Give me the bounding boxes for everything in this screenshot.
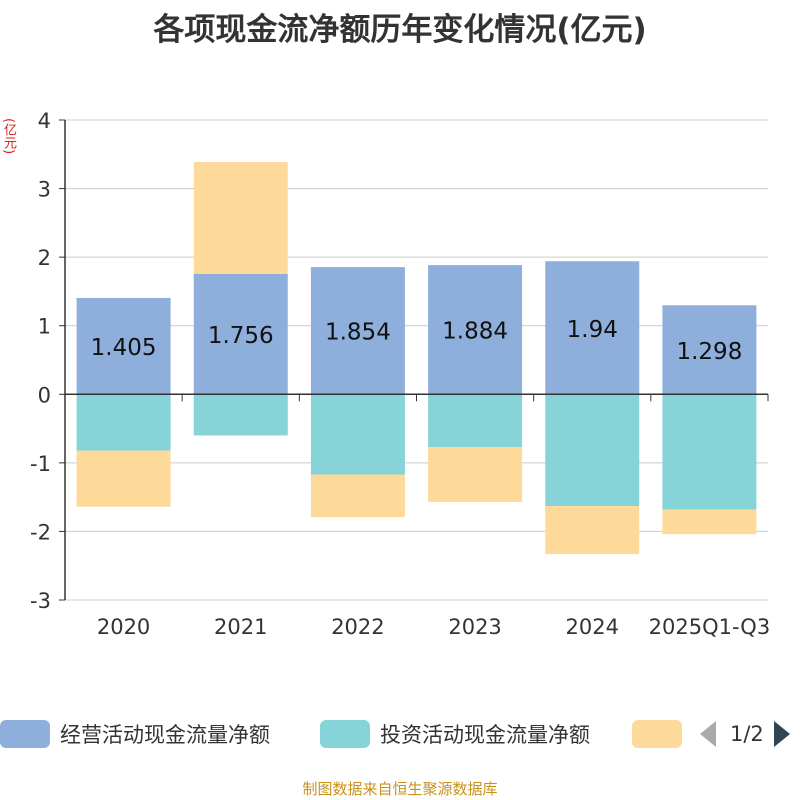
legend-label-investing: 投资活动现金流量净额 bbox=[380, 723, 590, 747]
legend-next-arrow-icon[interactable] bbox=[773, 721, 790, 747]
bar-0-2023 bbox=[428, 265, 523, 395]
y-tick-label: 1 bbox=[38, 315, 51, 339]
bar-chart: -3 -2 -1 0 1 2 3 4 2020 2021 2022 2023 2024 2025Q1-Q3… bbox=[30, 109, 770, 639]
y-tick-label: 3 bbox=[38, 178, 51, 202]
legend-swatch-financing bbox=[632, 720, 682, 748]
bars bbox=[76, 162, 757, 555]
data-label-2024: 1.94 bbox=[567, 317, 618, 343]
y-tick-label: 4 bbox=[38, 109, 51, 133]
bar-0-2020 bbox=[76, 297, 171, 395]
y-tick-label: -3 bbox=[30, 589, 51, 613]
bar-1-2022 bbox=[310, 394, 405, 475]
bar-2-2021 bbox=[193, 162, 288, 274]
data-label-2023: 1.884 bbox=[442, 319, 508, 345]
legend-prev-arrow-icon[interactable] bbox=[700, 721, 716, 747]
data-label-2021: 1.756 bbox=[208, 323, 274, 349]
bar-0-2024 bbox=[545, 261, 640, 395]
y-tick-label: -2 bbox=[30, 520, 51, 544]
data-label-2025Q1-Q3: 1.298 bbox=[676, 339, 742, 365]
chart-title: 各项现金流净额历年变化情况(亿元) bbox=[153, 12, 647, 48]
data-labels: 1.405 1.756 1.854 1.884 1.94 1.298 bbox=[91, 317, 743, 365]
data-source-note: 制图数据来自恒生聚源数据库 bbox=[302, 780, 498, 798]
x-tick-label-2024: 2024 bbox=[566, 615, 619, 639]
bar-0-2021 bbox=[193, 273, 288, 395]
x-tick-label-2022: 2022 bbox=[331, 615, 384, 639]
bar-2-2023 bbox=[428, 447, 523, 502]
bar-2-2022 bbox=[310, 474, 405, 518]
legend-swatch-investing bbox=[320, 720, 370, 748]
data-label-2022: 1.854 bbox=[325, 320, 391, 346]
legend-label-operating: 经营活动现金流量净额 bbox=[60, 723, 270, 747]
bar-0-2025Q1-Q3 bbox=[662, 305, 757, 395]
grid-lines bbox=[65, 119, 768, 601]
axes: -3 -2 -1 0 1 2 3 4 2020 2021 2022 2023 2024 2025Q1-Q3 bbox=[30, 109, 770, 639]
bar-1-2024 bbox=[545, 394, 640, 507]
legend-item-investing[interactable]: 投资活动现金流量净额 bbox=[320, 716, 590, 752]
legend-item-financing[interactable] bbox=[632, 716, 692, 752]
legend-page-indicator: 1/2 bbox=[730, 722, 764, 746]
legend: 经营活动现金流量净额 投资活动现金流量净额 1/2 bbox=[0, 716, 800, 756]
bar-1-2023 bbox=[428, 394, 523, 448]
legend-pager: 1/2 bbox=[700, 716, 790, 752]
bar-1-2025Q1-Q3 bbox=[662, 394, 757, 510]
bar-1-2020 bbox=[76, 394, 171, 451]
x-tick-label-2023: 2023 bbox=[448, 615, 501, 639]
bar-2-2020 bbox=[76, 450, 171, 507]
data-label-2020: 1.405 bbox=[91, 335, 157, 361]
x-tick-label-2021: 2021 bbox=[214, 615, 267, 639]
y-tick-label: -1 bbox=[30, 452, 51, 476]
legend-swatch-operating bbox=[0, 720, 50, 748]
x-tick-label-2025Q1-Q3: 2025Q1-Q3 bbox=[649, 615, 771, 639]
y-axis-unit-label: (亿元) bbox=[1, 118, 16, 155]
x-tick-label-2020: 2020 bbox=[97, 615, 150, 639]
legend-item-operating[interactable]: 经营活动现金流量净额 bbox=[0, 716, 270, 752]
y-tick-label: 2 bbox=[38, 246, 51, 270]
bar-0-2022 bbox=[310, 267, 405, 395]
y-tick-label: 0 bbox=[38, 383, 51, 407]
bar-1-2021 bbox=[193, 394, 288, 436]
bar-2-2024 bbox=[545, 506, 640, 555]
bar-2-2025Q1-Q3 bbox=[662, 509, 757, 535]
